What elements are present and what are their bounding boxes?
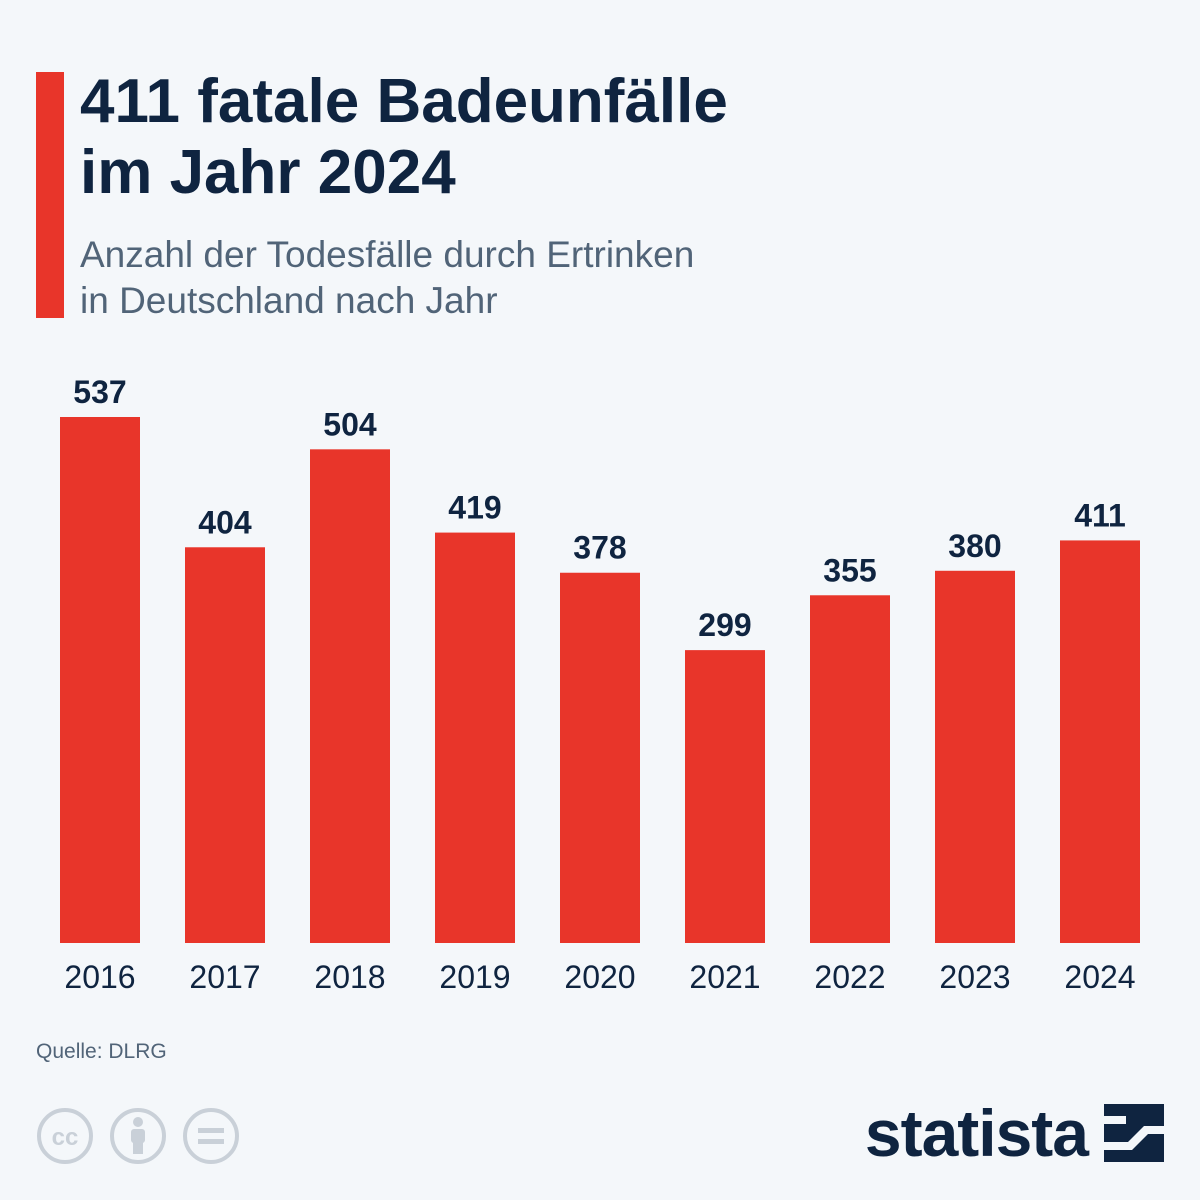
value-label-2017: 404 — [198, 504, 252, 540]
x-tick-label-2019: 2019 — [439, 959, 510, 995]
x-tick-label-2017: 2017 — [189, 959, 260, 995]
x-tick-label-2018: 2018 — [314, 959, 385, 995]
subtitle-line-1: Anzahl der Todesfälle durch Ertrinken — [80, 234, 695, 275]
bar-2022 — [810, 595, 890, 943]
value-label-2024: 411 — [1074, 497, 1126, 533]
attribution-icon — [110, 1108, 166, 1164]
bar-chart: 537 2016 404 2017 504 2018 419 2019 378 2020 299 20… — [60, 374, 1140, 995]
source-note: Quelle: DLRG — [36, 1040, 167, 1063]
cc-icon-text: cc — [52, 1124, 79, 1151]
x-tick-label-2024: 2024 — [1064, 959, 1135, 995]
value-label-2019: 419 — [448, 490, 501, 526]
license-icons: cc — [36, 1107, 246, 1170]
bar-2020 — [560, 572, 640, 943]
page-subtitle: Anzahl der Todesfälle durch Ertrinken in… — [80, 232, 980, 324]
accent-bar — [36, 72, 64, 318]
x-tick-label-2023: 2023 — [939, 959, 1010, 995]
value-label-2018: 504 — [323, 406, 377, 442]
subtitle-line-2: in Deutschland nach Jahr — [80, 280, 498, 321]
bar-2017 — [185, 547, 265, 943]
bar-2024 — [1060, 540, 1140, 943]
x-tick-label-2021: 2021 — [689, 959, 760, 995]
value-label-2020: 378 — [573, 530, 626, 566]
bar-2021 — [685, 650, 765, 943]
bar-2018 — [310, 449, 390, 943]
no-derivatives-icon — [183, 1108, 239, 1164]
bar-2023 — [935, 570, 1015, 943]
x-tick-label-2020: 2020 — [564, 959, 635, 995]
bar-2016 — [60, 417, 140, 943]
cc-icon: cc — [37, 1108, 93, 1164]
x-tick-label-2016: 2016 — [64, 959, 135, 995]
logo-text: statista — [864, 1096, 1089, 1170]
title-line-1: 411 fatale Badeunfälle — [80, 67, 728, 136]
value-label-2021: 299 — [698, 607, 751, 643]
bar-2019 — [435, 532, 515, 943]
value-label-2023: 380 — [948, 528, 1001, 564]
x-tick-label-2022: 2022 — [814, 959, 885, 995]
page-title: 411 fatale Badeunfälle im Jahr 2024 — [80, 66, 1080, 208]
title-line-2: im Jahr 2024 — [80, 138, 456, 207]
statista-logo[interactable]: statista — [865, 1100, 1164, 1166]
value-label-2016: 537 — [73, 374, 126, 410]
statista-mark-icon — [1104, 1104, 1164, 1162]
value-label-2022: 355 — [823, 552, 876, 588]
